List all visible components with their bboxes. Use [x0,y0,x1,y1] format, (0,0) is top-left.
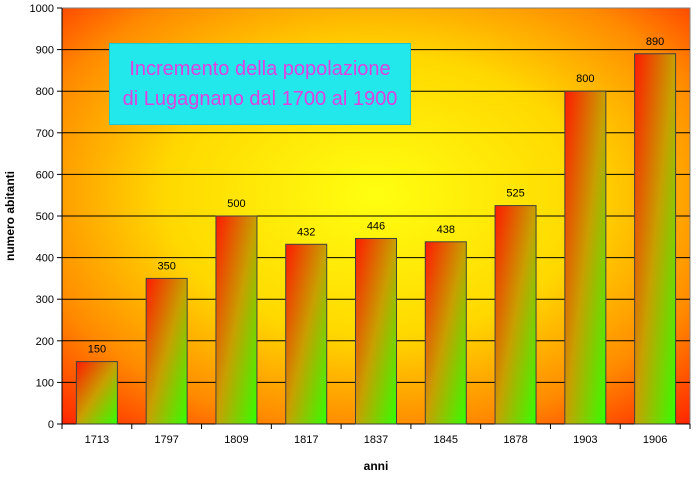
y-tick-label: 900 [36,45,54,57]
bar-value-label: 350 [157,260,175,272]
bar-value-label: 500 [227,198,245,210]
y-tick-label: 700 [36,128,54,140]
chart-title-line-2: di Lugagnano dal 1700 al 1900 [122,88,398,110]
y-tick-label: 100 [36,377,54,389]
y-tick-label: 1000 [30,3,54,15]
bar-value-label: 890 [646,36,664,48]
x-tick-label: 1845 [434,434,458,446]
x-tick-label: 1809 [224,434,248,446]
x-tick-label: 1878 [503,434,527,446]
y-tick-label: 200 [36,336,54,348]
x-tick-label: 1797 [154,434,178,446]
bar-value-label: 438 [437,224,455,236]
bar-value-label: 150 [88,344,106,356]
x-tick-label: 1817 [294,434,318,446]
bar [355,237,397,425]
y-tick-label: 0 [48,419,54,431]
bar [564,90,607,425]
x-tick-label: 1837 [364,434,388,446]
bar-value-label: 525 [506,188,524,200]
bar [145,277,188,425]
y-tick-label: 400 [36,253,54,265]
y-tick-label: 500 [36,211,54,223]
x-axis-title: anni [364,459,389,473]
x-tick-label: 1906 [643,434,667,446]
bar [215,215,258,425]
y-axis-title: numero abitanti [3,171,17,261]
chart-title-box: Incremento della popolazione di Lugagnan… [109,43,411,125]
bar-value-label: 446 [367,220,385,232]
y-tick-label: 300 [36,294,54,306]
bar [75,361,118,425]
chart-title-line-1: Incremento della popolazione [129,58,391,80]
bar [424,241,467,425]
bar [285,243,328,425]
bar [494,205,537,425]
bar-value-label: 432 [297,226,315,238]
bar-value-label: 800 [576,73,594,85]
x-tick-label: 1903 [573,434,597,446]
x-tick-label: 1713 [85,434,109,446]
bar [634,53,677,425]
y-tick-label: 800 [36,86,54,98]
y-tick-label: 600 [36,169,54,181]
